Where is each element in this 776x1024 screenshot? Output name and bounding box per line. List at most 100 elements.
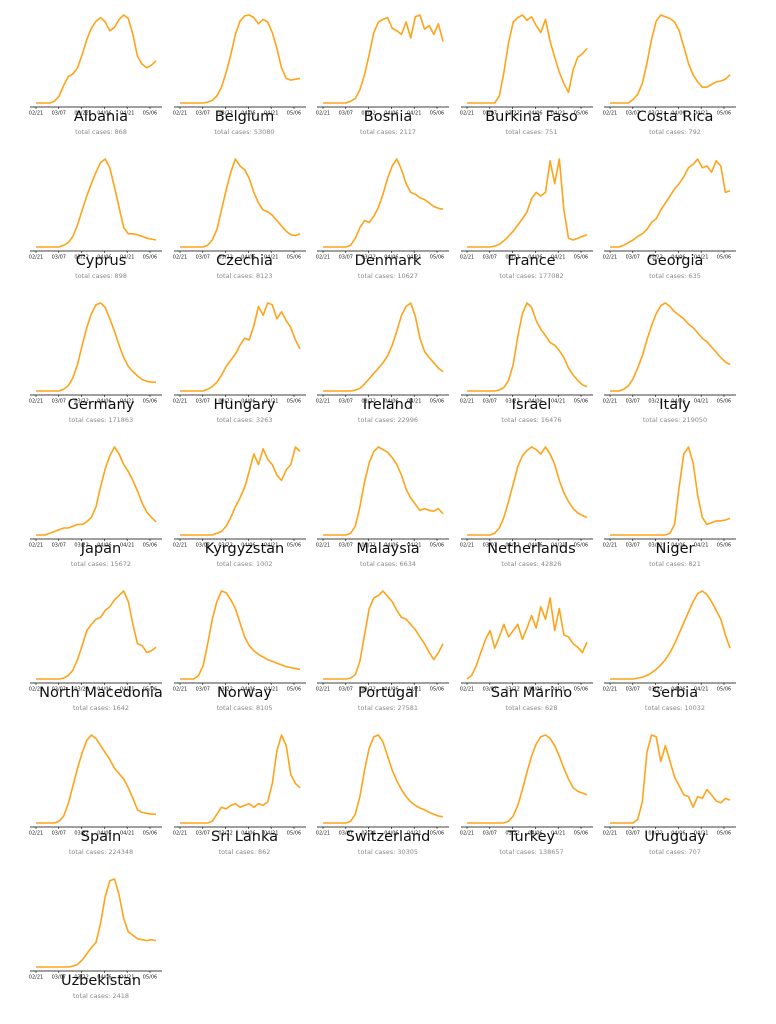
series-line <box>323 14 444 104</box>
country-name: Italy <box>659 397 691 413</box>
total-cases-label: total cases: <box>216 416 254 424</box>
country-name: Uzbekistan <box>60 973 142 989</box>
country-panel: 02/21 03/07 03/22 04/06 04/21 05/06 Germany tot… <box>29 296 172 438</box>
x-tick: 03/07 <box>339 683 353 693</box>
series-line <box>36 590 157 680</box>
x-tick: 03/07 <box>482 683 497 693</box>
x-tick-label: 03/22 <box>218 399 232 405</box>
total-cases-label: total cases: <box>73 992 111 1000</box>
x-tick: 02/21 <box>603 251 617 261</box>
x-tick-label: 05/06 <box>430 111 444 117</box>
x-tick: 03/22 <box>361 395 376 405</box>
x-tick: 03/07 <box>339 827 353 837</box>
total-cases-caption: total cases: 8123 <box>174 272 316 280</box>
x-tick: 03/22 <box>74 251 89 261</box>
x-tick-label: 05/06 <box>717 543 731 549</box>
x-tick: 02/21 <box>459 539 474 549</box>
x-tick-label: 04/21 <box>694 111 708 117</box>
x-tick-label: 04/06 <box>671 111 685 117</box>
country-panel: 02/21 03/07 03/22 04/06 04/21 05/06 Netherland… <box>459 440 603 582</box>
total-cases-value: 868 <box>114 128 127 136</box>
x-tick: 02/21 <box>172 827 187 837</box>
sparkline-chart: 02/21 03/07 03/22 04/06 04/21 05/06 <box>316 158 449 261</box>
x-tick: 05/06 <box>573 827 588 837</box>
x-tick: 04/06 <box>241 395 255 405</box>
total-cases-label: total cases: <box>499 272 537 280</box>
country-name: Israel <box>511 397 552 413</box>
series-line <box>179 14 300 104</box>
series-line <box>466 14 588 104</box>
total-cases-label: total cases: <box>357 272 396 280</box>
country-panel: 02/21 03/07 03/22 04/06 04/21 05/06 France tota… <box>459 152 603 294</box>
x-tick: 02/21 <box>29 971 43 981</box>
x-tick: 04/21 <box>263 251 278 261</box>
total-cases-caption: total cases: 6634 <box>317 560 459 568</box>
country-panel: 02/21 03/07 03/22 04/06 04/21 05/06 Hungary tot… <box>172 296 316 438</box>
x-tick-label: 02/21 <box>603 543 617 549</box>
country-name: Cyprus <box>75 253 127 269</box>
total-cases-value: 3263 <box>255 416 273 424</box>
x-tick: 02/21 <box>316 683 330 693</box>
x-tick: 02/21 <box>603 395 617 405</box>
x-tick: 03/07 <box>626 827 640 837</box>
series-line <box>323 734 444 824</box>
country-name: San Marino <box>490 685 573 701</box>
total-cases-value: 2117 <box>399 128 416 136</box>
x-tick-label: 05/06 <box>573 831 587 837</box>
total-cases-caption: total cases: 707 <box>604 848 746 856</box>
total-cases-value: 707 <box>688 848 701 856</box>
x-tick-label: 04/21 <box>407 399 421 405</box>
x-tick-label: 04/21 <box>550 399 564 405</box>
sparkline-chart: 02/21 03/07 03/22 04/06 04/21 05/06 <box>172 446 306 549</box>
x-tick: 04/06 <box>671 683 686 693</box>
series-line <box>179 158 300 248</box>
country-panel: 02/21 03/07 03/22 04/06 04/21 05/06 Portugal to… <box>316 584 459 726</box>
x-tick: 03/07 <box>52 971 66 981</box>
x-tick-label: 02/21 <box>603 831 617 837</box>
x-tick-label: 04/21 <box>550 543 564 549</box>
x-tick: 05/06 <box>717 107 731 117</box>
x-tick-label: 05/06 <box>717 255 731 261</box>
total-cases-value: 15672 <box>110 560 132 568</box>
x-tick-label: 03/22 <box>361 543 375 549</box>
x-tick: 04/06 <box>528 539 542 549</box>
x-tick: 03/22 <box>361 107 376 117</box>
x-tick-label: 04/06 <box>97 399 111 405</box>
x-tick-label: 04/21 <box>407 111 421 117</box>
x-tick-label: 05/06 <box>286 111 300 117</box>
x-tick-label: 03/07 <box>626 255 640 261</box>
x-tick-label: 03/07 <box>339 255 353 261</box>
x-tick: 04/06 <box>528 107 542 117</box>
x-tick: 04/21 <box>120 971 134 981</box>
x-tick-label: 03/07 <box>482 255 496 261</box>
x-tick: 04/21 <box>120 251 134 261</box>
x-tick-label: 04/06 <box>97 687 111 693</box>
x-tick-label: 05/06 <box>717 687 731 693</box>
total-cases-label: total cases: <box>649 272 687 280</box>
x-tick: 04/21 <box>407 395 421 405</box>
total-cases-value: 1642 <box>112 704 129 712</box>
x-tick: 03/07 <box>482 107 497 117</box>
x-tick-label: 03/07 <box>195 255 209 261</box>
total-cases-value: 792 <box>688 128 701 136</box>
x-tick: 02/21 <box>316 107 330 117</box>
x-tick: 03/07 <box>339 539 353 549</box>
x-tick: 02/21 <box>316 539 330 549</box>
x-tick: 04/06 <box>528 683 542 693</box>
x-tick: 04/21 <box>694 539 708 549</box>
x-tick-label: 03/22 <box>74 399 88 405</box>
x-tick: 03/22 <box>648 251 663 261</box>
sparkline-chart: 02/21 03/07 03/22 04/06 04/21 05/06 <box>316 446 449 549</box>
country-name: Turkey <box>507 829 556 845</box>
x-tick: 05/06 <box>573 107 588 117</box>
x-tick-label: 04/21 <box>120 687 134 693</box>
total-cases-label: total cases: <box>216 560 254 568</box>
total-cases-label: total cases: <box>73 704 111 712</box>
x-tick: 05/06 <box>143 251 157 261</box>
x-tick-label: 03/07 <box>626 687 640 693</box>
x-tick-label: 02/21 <box>316 399 330 405</box>
x-tick-label: 03/07 <box>195 399 209 405</box>
x-tick-label: 04/06 <box>241 255 255 261</box>
series-line <box>36 734 156 824</box>
x-tick-label: 02/21 <box>316 255 330 261</box>
